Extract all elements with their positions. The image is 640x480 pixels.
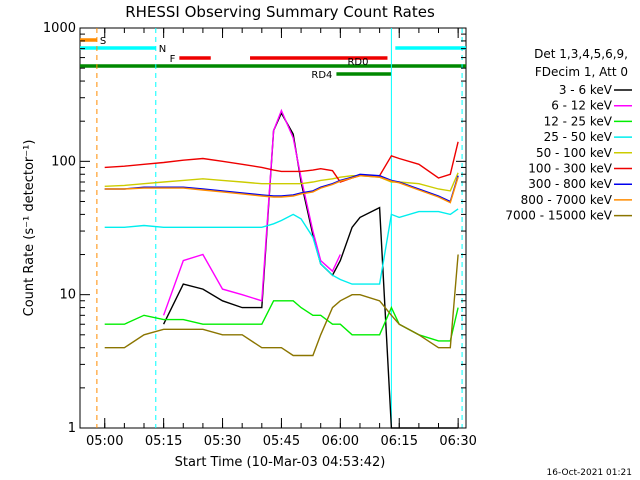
y-tick-label: 10 — [59, 288, 76, 303]
legend-label: 800 - 7000 keV — [521, 193, 613, 207]
flag-label-s: S — [100, 36, 106, 47]
legend-header-line-1: Det 1,3,4,5,6,9, — [534, 47, 628, 61]
legend-label: 3 - 6 keV — [559, 83, 613, 97]
x-tick-label: 05:00 — [86, 434, 123, 449]
legend-label: 12 - 25 keV — [544, 114, 613, 128]
series-line — [104, 300, 459, 342]
legend-header-line-2: FDecim 1, Att 0 — [535, 65, 628, 79]
flag-label-rd4: RD4 — [311, 70, 332, 81]
plot-frame — [79, 27, 467, 429]
y-axis-label: Count Rate (s⁻¹ detector⁻¹) — [22, 140, 37, 317]
flag-bars: S NF RD0 RD4 — [80, 36, 466, 81]
x-axis-ticks: 05:00 05:15 05:30 05:45 06:00 06:15 06:30 — [86, 28, 477, 449]
y-axis-ticks: 1 10 100 1000 — [43, 21, 466, 436]
flag-label-rd0: RD0 — [347, 57, 368, 68]
legend-label: 50 - 100 keV — [536, 146, 613, 160]
legend-label: 300 - 800 keV — [528, 177, 612, 191]
x-axis-label: Start Time (10-Mar-03 04:53:42) — [175, 455, 386, 470]
legend-label: 6 - 12 keV — [551, 99, 613, 113]
y-tick-label: 1 — [68, 421, 76, 436]
x-tick-label: 06:15 — [381, 434, 418, 449]
x-tick-label: 05:15 — [145, 434, 182, 449]
flag-label-f: F — [170, 54, 176, 65]
series-line — [104, 174, 459, 204]
x-tick-label: 06:00 — [322, 434, 359, 449]
legend-label: 25 - 50 keV — [544, 130, 613, 144]
x-tick-label: 05:45 — [263, 434, 300, 449]
series-lines — [104, 108, 459, 429]
y-tick-label: 1000 — [43, 21, 76, 36]
series-line — [104, 254, 459, 357]
x-tick-label: 05:30 — [204, 434, 241, 449]
series-line — [104, 208, 459, 285]
y-tick-label: 100 — [51, 154, 76, 169]
x-tick-label: 06:30 — [439, 434, 476, 449]
timestamp: 16-Oct-2021 01:21 — [547, 468, 632, 478]
flag-label-n: N — [159, 44, 166, 55]
series-line — [162, 108, 341, 316]
series-line — [104, 173, 459, 203]
legend-label: 100 - 300 keV — [528, 162, 612, 176]
vertical-markers — [96, 28, 463, 428]
chart-title: RHESSI Observing Summary Count Rates — [125, 3, 435, 21]
series-line — [104, 141, 459, 183]
legend-label: 7000 - 15000 keV — [505, 209, 612, 223]
series-line — [162, 111, 459, 429]
